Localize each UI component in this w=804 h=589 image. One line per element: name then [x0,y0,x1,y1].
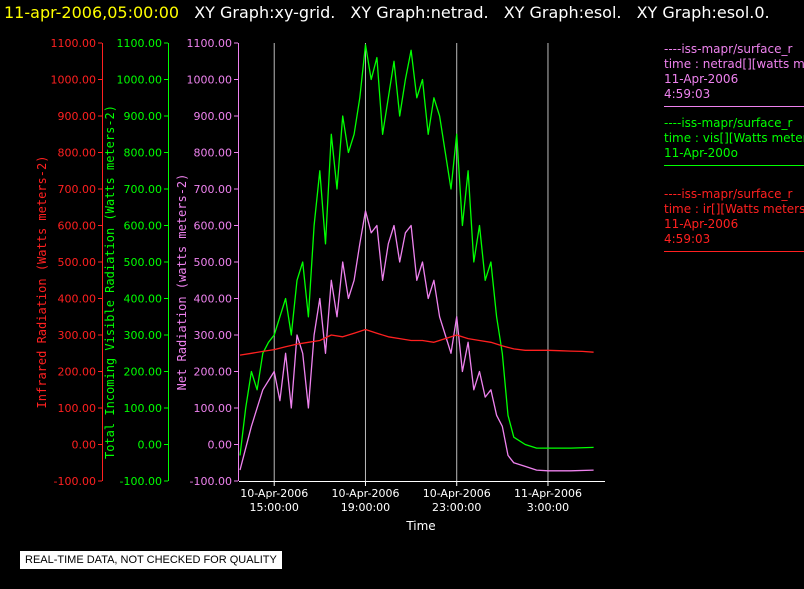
x-tick-label-date: 11-Apr-2006 [514,487,582,500]
y-tick-label: -100.00 [190,475,232,488]
x-tick-label-time: 19:00:00 [341,501,390,514]
series-line-netrad [239,210,594,472]
y-tick-label: 900.00 [194,110,233,123]
x-tick-label-date: 10-Apr-2006 [423,487,491,500]
window-title-bar: 11-apr-2006,05:00:00 XY Graph:xy-grid. X… [4,2,770,24]
y-tick-label: 800.00 [58,147,97,160]
y-tick-label: 700.00 [58,183,97,196]
x-tick-label-date: 10-Apr-2006 [331,487,399,500]
quality-disclaimer: REAL-TIME DATA, NOT CHECKED FOR QUALITY [20,551,282,569]
timestamp-label: 11-apr-2006,05:00:00 [4,3,180,22]
legend-ir: ----iss-mapr/surface_r time : ir[][Watts… [664,187,804,252]
y-tick-label: 700.00 [194,183,233,196]
y-tick-label: 0.00 [72,439,97,452]
y-tick-label: 100.00 [194,402,233,415]
chart-series [239,44,594,472]
y-tick-label: 300.00 [194,329,233,342]
y-axis-label: Total Incoming Visible Radiation (Watts … [103,105,117,459]
legend-vis-variable: time : vis[][Watts meter [664,131,804,145]
y-tick-label: 100.00 [58,402,97,415]
graph-name-esol: XY Graph:esol. [503,3,622,22]
y-tick-label: 500.00 [58,256,97,269]
y-tick-label: 1100.00 [117,37,163,50]
x-tick-label-time: 3:00:00 [527,501,569,514]
x-tick-label-date: 10-Apr-2006 [240,487,308,500]
y-tick-label: 700.00 [124,183,163,196]
y-tick-label: 800.00 [194,147,233,160]
legend-ir-date: 11-Apr-2006 [664,217,739,231]
legend-ir-variable: time : ir[][Watts meters [664,202,804,216]
y-tick-label: 100.00 [124,402,163,415]
legend-separator [664,165,804,166]
y-tick-label: 1100.00 [187,37,233,50]
series-line-vis [239,44,594,456]
x-tick-label-time: 15:00:00 [250,501,299,514]
legend-separator [664,251,804,252]
legend-netrad-time: 4:59:03 [664,87,711,101]
y-tick-label: -100.00 [120,475,162,488]
legend-netrad-source: ----iss-mapr/surface_r [664,42,793,56]
y-tick-label: 900.00 [58,110,97,123]
y-tick-label: 1000.00 [51,74,97,87]
y-tick-label: 200.00 [194,366,233,379]
y-tick-label: 300.00 [58,329,97,342]
legend-vis-source: ----iss-mapr/surface_r [664,116,793,130]
y-tick-label: 600.00 [58,220,97,233]
y-tick-label: 600.00 [124,220,163,233]
legend-vis: ----iss-mapr/surface_r time : vis[][Watt… [664,116,804,166]
y-tick-label: 400.00 [124,293,163,306]
y-tick-label: 0.00 [138,439,163,452]
graph-name-esol-0: XY Graph:esol.0. [636,3,770,22]
y-tick-label: 300.00 [124,329,163,342]
y-tick-label: 400.00 [194,293,233,306]
y-tick-label: 200.00 [58,366,97,379]
legend-netrad: ----iss-mapr/surface_r time : netrad[][w… [664,42,804,107]
legend-ir-source: ----iss-mapr/surface_r [664,187,793,201]
y-axis-label: Infrared Radiation (Watts meters-2) [35,156,49,409]
series-line-ir [239,328,594,356]
chart-grid [273,43,549,481]
y-axis-label: Net Radiation (watts meters-2) [175,174,189,391]
y-tick-label: 1000.00 [117,74,163,87]
y-tick-label: 0.00 [208,439,233,452]
y-tick-label: 200.00 [124,366,163,379]
x-tick-label-time: 23:00:00 [432,501,481,514]
legend-netrad-date: 11-Apr-2006 [664,72,739,86]
legend-ir-time: 4:59:03 [664,232,711,246]
legend-netrad-variable: time : netrad[][watts m [664,57,804,71]
y-tick-label: 900.00 [124,110,163,123]
chart-axes: 10-Apr-200615:00:0010-Apr-200619:00:0010… [35,37,605,514]
y-tick-label: -100.00 [54,475,96,488]
y-tick-label: 500.00 [194,256,233,269]
graph-name-xy-grid: XY Graph:xy-grid. [194,3,336,22]
legend-separator [664,106,804,107]
graph-name-netrad: XY Graph:netrad. [350,3,489,22]
x-axis-label: Time [405,519,435,533]
y-tick-label: 1100.00 [51,37,97,50]
y-tick-label: 600.00 [194,220,233,233]
y-tick-label: 1000.00 [187,74,233,87]
y-tick-label: 500.00 [124,256,163,269]
legend-vis-date: 11-Apr-200o [664,146,738,160]
y-tick-label: 800.00 [124,147,163,160]
y-tick-label: 400.00 [58,293,97,306]
